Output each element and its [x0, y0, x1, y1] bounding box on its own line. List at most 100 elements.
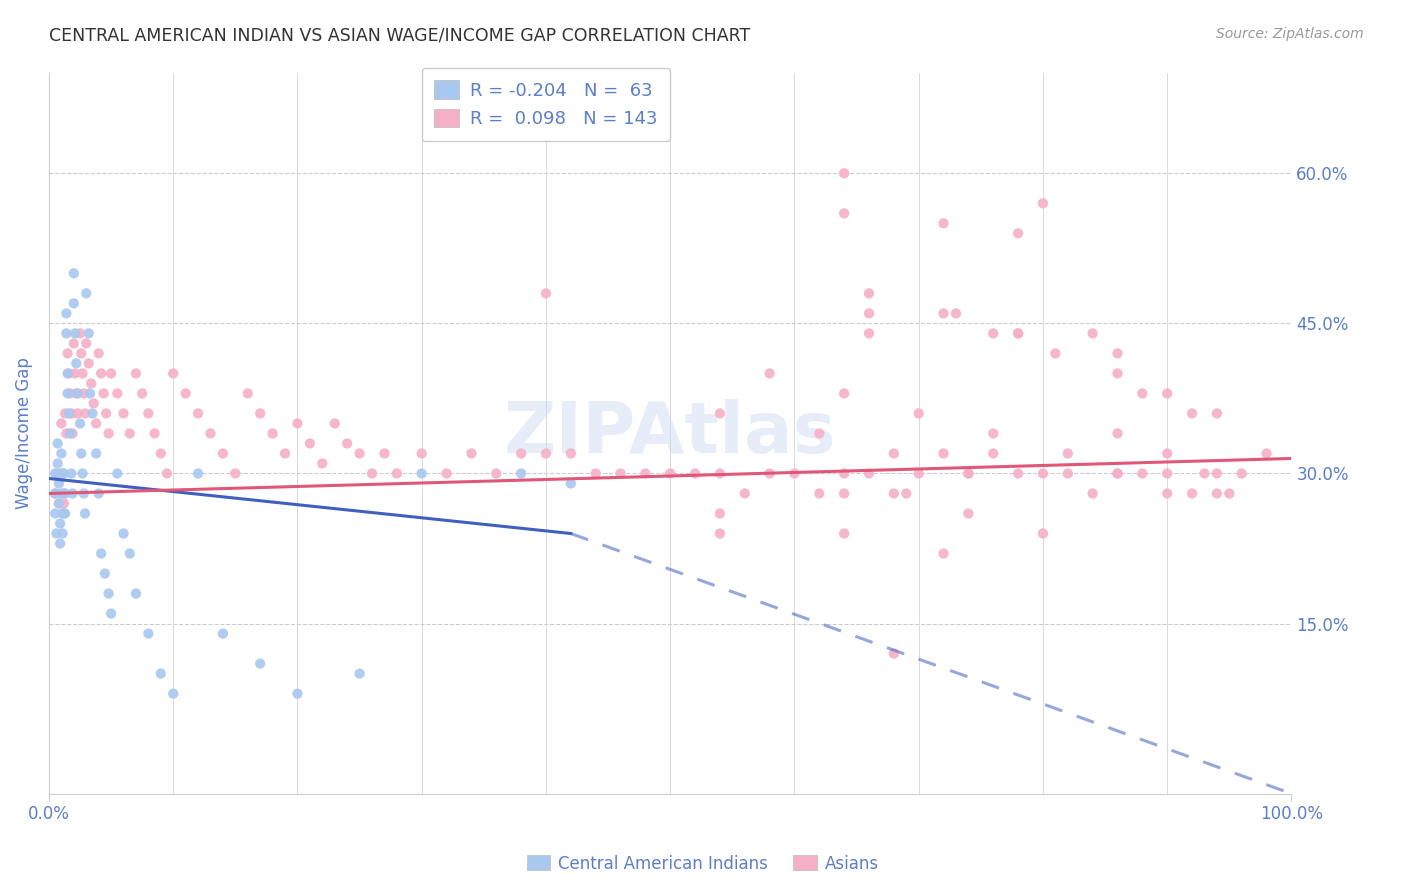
Point — [84, 417, 107, 431]
Point — [1181, 406, 1204, 420]
Point — [59, 386, 82, 401]
Point — [118, 426, 141, 441]
Point — [69, 326, 91, 341]
Point — [49, 536, 72, 550]
Point — [460, 446, 482, 460]
Point — [659, 467, 682, 481]
Point — [52, 526, 75, 541]
Point — [336, 436, 359, 450]
Point — [311, 457, 333, 471]
Point — [734, 486, 756, 500]
Point — [1056, 467, 1078, 481]
Point — [1107, 346, 1129, 360]
Point — [1045, 346, 1067, 360]
Point — [945, 306, 967, 320]
Point — [112, 526, 135, 541]
Point — [52, 507, 75, 521]
Point — [907, 467, 929, 481]
Point — [832, 386, 855, 401]
Point — [709, 526, 731, 541]
Point — [560, 446, 582, 460]
Point — [73, 486, 96, 500]
Point — [212, 446, 235, 460]
Point — [758, 367, 780, 381]
Legend: Central American Indians, Asians: Central American Indians, Asians — [520, 848, 886, 880]
Point — [56, 386, 79, 401]
Point — [94, 566, 117, 581]
Point — [44, 467, 66, 481]
Point — [510, 446, 533, 460]
Point — [883, 486, 905, 500]
Point — [131, 386, 153, 401]
Point — [55, 306, 77, 320]
Point — [1230, 467, 1253, 481]
Point — [411, 446, 433, 460]
Point — [63, 367, 86, 381]
Point — [858, 467, 880, 481]
Point — [1156, 386, 1178, 401]
Point — [932, 446, 955, 460]
Point — [808, 486, 831, 500]
Point — [174, 386, 197, 401]
Point — [361, 467, 384, 481]
Point — [65, 386, 87, 401]
Point — [957, 467, 980, 481]
Point — [87, 486, 110, 500]
Point — [77, 356, 100, 370]
Point — [373, 446, 395, 460]
Point — [783, 467, 806, 481]
Point — [1081, 486, 1104, 500]
Point — [55, 326, 77, 341]
Point — [51, 417, 73, 431]
Point — [1156, 486, 1178, 500]
Point — [808, 426, 831, 441]
Point — [75, 336, 97, 351]
Point — [44, 486, 66, 500]
Point — [156, 467, 179, 481]
Point — [149, 446, 172, 460]
Point — [212, 626, 235, 640]
Point — [66, 386, 89, 401]
Point — [957, 507, 980, 521]
Point — [75, 286, 97, 301]
Point — [105, 467, 128, 481]
Point — [46, 467, 69, 481]
Text: Source: ZipAtlas.com: Source: ZipAtlas.com — [1216, 27, 1364, 41]
Point — [1107, 426, 1129, 441]
Point — [52, 467, 75, 481]
Point — [105, 386, 128, 401]
Point — [1056, 446, 1078, 460]
Point — [709, 406, 731, 420]
Point — [585, 467, 607, 481]
Point — [72, 367, 94, 381]
Point — [70, 446, 93, 460]
Point — [858, 306, 880, 320]
Point — [125, 586, 148, 600]
Point — [56, 367, 79, 381]
Point — [44, 507, 66, 521]
Point — [1218, 486, 1240, 500]
Point — [65, 356, 87, 370]
Point — [93, 386, 115, 401]
Point — [1156, 446, 1178, 460]
Text: CENTRAL AMERICAN INDIAN VS ASIAN WAGE/INCOME GAP CORRELATION CHART: CENTRAL AMERICAN INDIAN VS ASIAN WAGE/IN… — [49, 27, 751, 45]
Point — [534, 286, 557, 301]
Point — [51, 467, 73, 481]
Point — [1206, 486, 1229, 500]
Point — [52, 486, 75, 500]
Point — [1130, 467, 1153, 481]
Point — [385, 467, 408, 481]
Point — [832, 206, 855, 220]
Point — [162, 687, 184, 701]
Point — [48, 496, 70, 510]
Point — [143, 426, 166, 441]
Point — [46, 436, 69, 450]
Point — [832, 486, 855, 500]
Point — [1007, 326, 1029, 341]
Point — [262, 426, 284, 441]
Point — [52, 507, 75, 521]
Point — [883, 446, 905, 460]
Point — [90, 367, 112, 381]
Point — [118, 547, 141, 561]
Point — [97, 426, 120, 441]
